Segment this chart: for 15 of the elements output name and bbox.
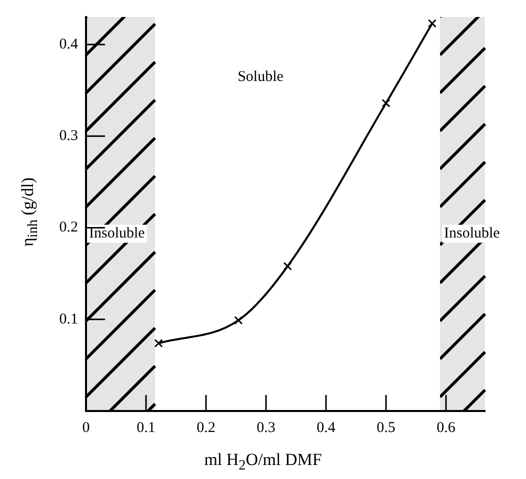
x-tick-label: 0.2 xyxy=(196,420,216,436)
y-tick-label: 0.4 xyxy=(59,36,78,52)
annotation: Soluble xyxy=(238,68,284,85)
x-tick-label: 0.4 xyxy=(316,420,336,436)
x-tick-label: 0.3 xyxy=(256,420,276,436)
y-tick-label: 0.1 xyxy=(59,311,78,328)
y-tick-label: 0.3 xyxy=(59,128,78,144)
y-tick-label: 0.2 xyxy=(59,220,78,236)
x-axis-title: ml H$_{2}$O/ml DMF xyxy=(203,450,323,474)
x-tick-label: 0 xyxy=(82,420,90,436)
x-tick-label: 0.5 xyxy=(376,420,396,436)
band-label: Insoluble xyxy=(89,226,146,242)
x-tick-label: 0.6 xyxy=(436,420,456,436)
band-label: Insoluble xyxy=(444,226,500,242)
x-tick-label: 0.1 xyxy=(136,420,156,436)
